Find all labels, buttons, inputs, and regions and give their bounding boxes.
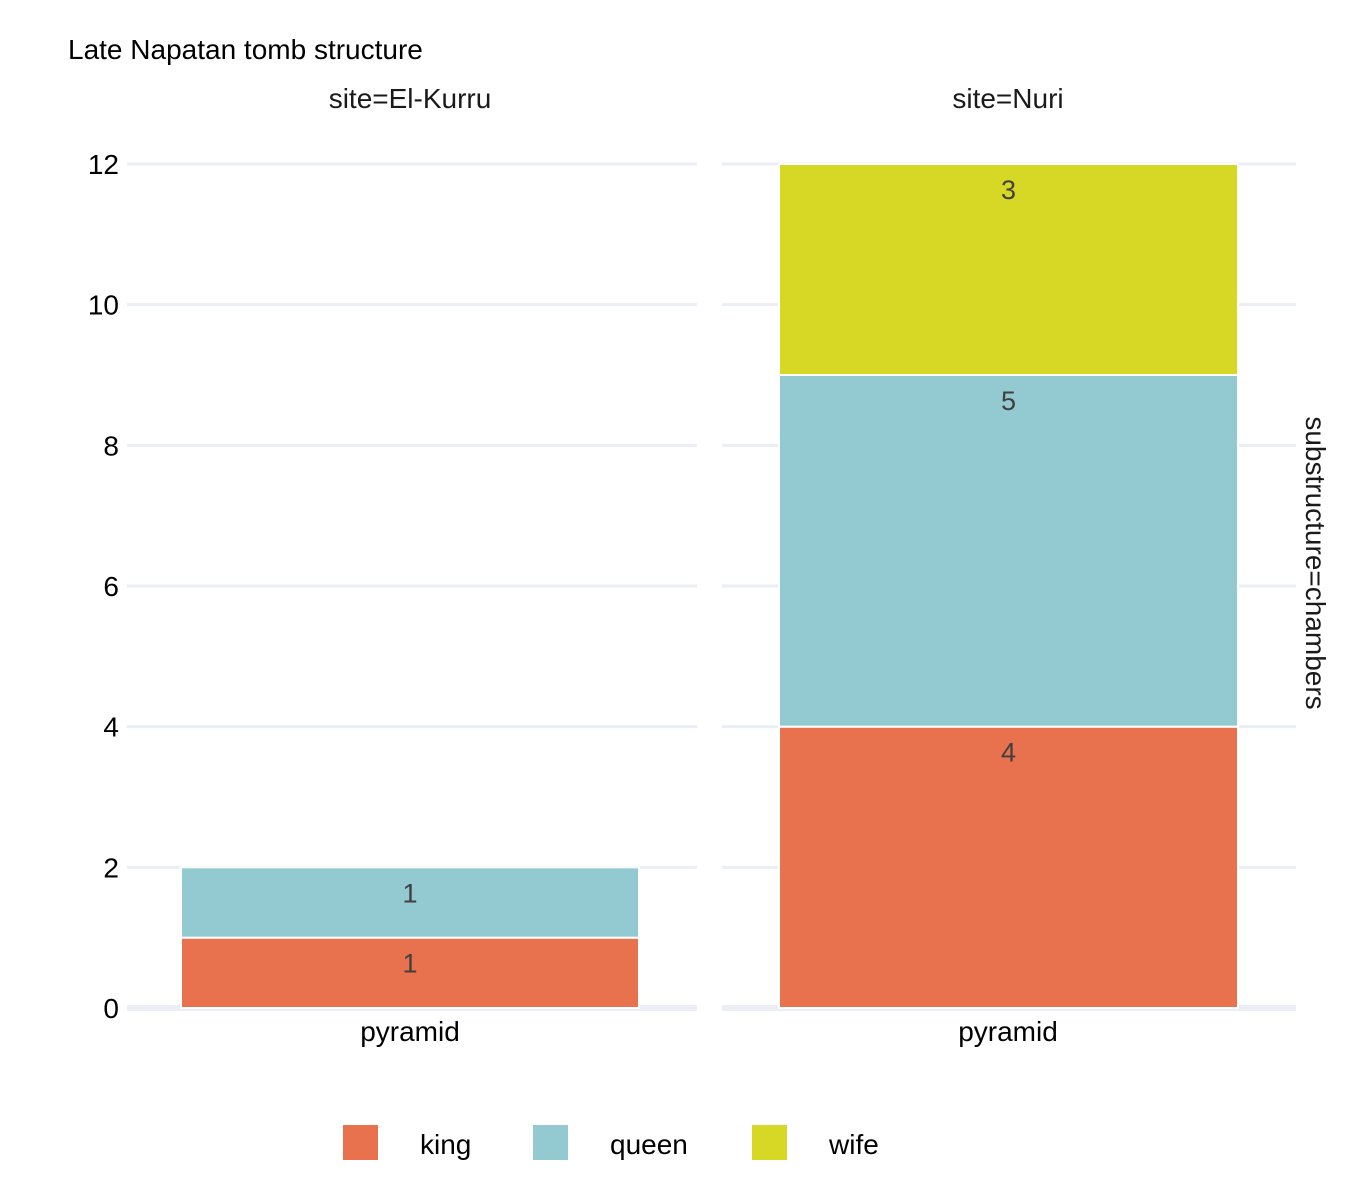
y-tick-label: 8 bbox=[103, 430, 119, 461]
y-tick-label: 12 bbox=[88, 149, 119, 180]
y-tick-label: 0 bbox=[103, 993, 119, 1024]
y-tick-label: 2 bbox=[103, 852, 119, 883]
data-label-wife-panel2: 3 bbox=[1001, 175, 1016, 205]
legend: king queen wife bbox=[343, 1125, 879, 1160]
bar-queen-panel2 bbox=[778, 374, 1239, 728]
legend-swatch-queen bbox=[533, 1125, 568, 1160]
bar-wife-panel2 bbox=[778, 163, 1239, 376]
data-label-king-panel2: 4 bbox=[1001, 738, 1016, 768]
strip-left: site=El-Kurru bbox=[329, 83, 492, 114]
data-label-queen-panel1: 1 bbox=[402, 878, 417, 908]
category-label-right: pyramid bbox=[958, 1016, 1058, 1047]
bar-queen-panel1 bbox=[180, 866, 640, 939]
bar-king-panel2 bbox=[778, 725, 1239, 1010]
legend-label-king: king bbox=[420, 1129, 471, 1160]
y-tick-label: 10 bbox=[88, 290, 119, 321]
category-label-left: pyramid bbox=[360, 1016, 460, 1047]
bar-king-panel1 bbox=[180, 936, 640, 1010]
legend-swatch-king bbox=[343, 1125, 378, 1160]
y-tick-label: 4 bbox=[103, 712, 119, 743]
legend-label-queen: queen bbox=[610, 1129, 688, 1160]
strip-right: site=Nuri bbox=[952, 83, 1063, 114]
legend-label-wife: wife bbox=[828, 1129, 879, 1160]
data-label-queen-panel2: 5 bbox=[1001, 386, 1016, 416]
y-tick-label: 6 bbox=[103, 571, 119, 602]
y-axis: 0 2 4 6 8 10 12 bbox=[88, 149, 119, 1024]
data-label-king-panel1: 1 bbox=[402, 949, 417, 979]
row-strip: substructure=chambers bbox=[1300, 416, 1331, 709]
chart-title: Late Napatan tomb structure bbox=[68, 34, 423, 65]
legend-swatch-wife bbox=[752, 1125, 787, 1160]
bars-layer: 1 1 4 5 3 bbox=[180, 163, 1239, 1010]
